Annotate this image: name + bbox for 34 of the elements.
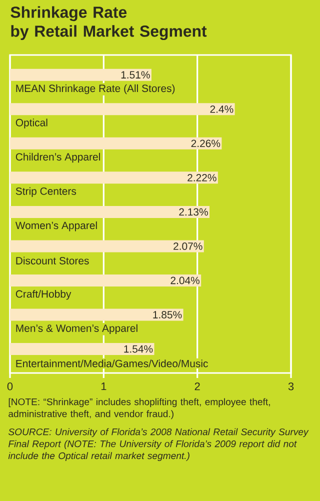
bar: [10, 274, 202, 286]
chart-title: Shrinkage Rate by Retail Market Segment: [10, 6, 207, 40]
y-tick-label: Optical: [16, 118, 48, 128]
bar: [10, 240, 204, 252]
x-tick-label: 2: [194, 382, 200, 390]
x-tick-label: 3: [288, 382, 294, 390]
x-tick-label: 0: [7, 382, 13, 390]
data-label: 2.22%: [188, 174, 216, 182]
data-label: 2.4%: [210, 105, 234, 113]
bar: [10, 137, 222, 150]
bar: [10, 103, 235, 116]
data-label: 1.54%: [124, 345, 153, 353]
data-label: 2.07%: [174, 242, 202, 250]
y-tick-label: Craft/Hobby: [16, 290, 72, 300]
data-label: 2.13%: [179, 208, 208, 216]
y-tick-label: Entertainment/Media/Games/Video/Music: [16, 360, 208, 368]
bar: [10, 343, 154, 356]
bar: [10, 68, 152, 81]
y-tick-label: Men’s & Women’s Apparel: [16, 324, 138, 334]
data-label: 2.04%: [170, 276, 200, 284]
data-label: 2.26%: [191, 140, 220, 148]
data-label: 1.85%: [153, 311, 182, 318]
y-tick-label: Discount Stores: [16, 256, 89, 264]
data-label: 1.51%: [121, 71, 150, 79]
y-tick-label: Children’s Apparel: [16, 152, 100, 163]
text: [NOTE: “Shrinkage” includes shoplifting theft, employee theft, administrative theft, and vendor fraud.): [8, 398, 270, 420]
bar: [10, 308, 184, 321]
y-tick-label: Women’s Apparel: [15, 221, 97, 232]
y-tick-label: MEAN Shrinkage Rate (All Stores): [16, 84, 175, 94]
x-tick-label: 1: [101, 382, 106, 390]
bar: [10, 206, 210, 218]
bar: [10, 172, 218, 184]
y-tick-label: Strip Centers: [16, 187, 76, 197]
source-note: SOURCE: University of Florida’s 2008 National Retail Security Survey Final Report (NOTE: The University of Florida’s 2009 report did not include the Optical retail market segment.): [8, 428, 309, 462]
